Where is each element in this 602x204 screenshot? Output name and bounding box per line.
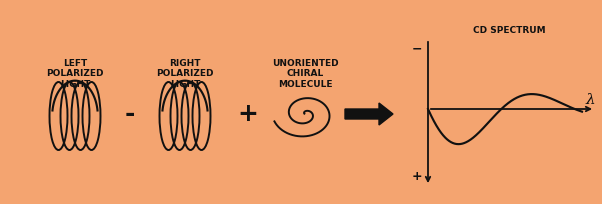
Text: -: - [125, 102, 135, 126]
Text: +: + [238, 102, 258, 126]
Text: RIGHT
POLARIZED
LIGHT: RIGHT POLARIZED LIGHT [157, 59, 214, 89]
Text: CD SPECTRUM: CD SPECTRUM [473, 26, 545, 35]
Text: +: + [411, 170, 422, 183]
FancyArrow shape [345, 103, 393, 125]
Text: LEFT
POLARIZED
LIGHT: LEFT POLARIZED LIGHT [46, 59, 104, 89]
Text: UNORIENTED
CHIRAL
MOLECULE: UNORIENTED CHIRAL MOLECULE [272, 59, 338, 89]
Text: −: − [412, 42, 422, 55]
Text: λ: λ [585, 93, 595, 107]
